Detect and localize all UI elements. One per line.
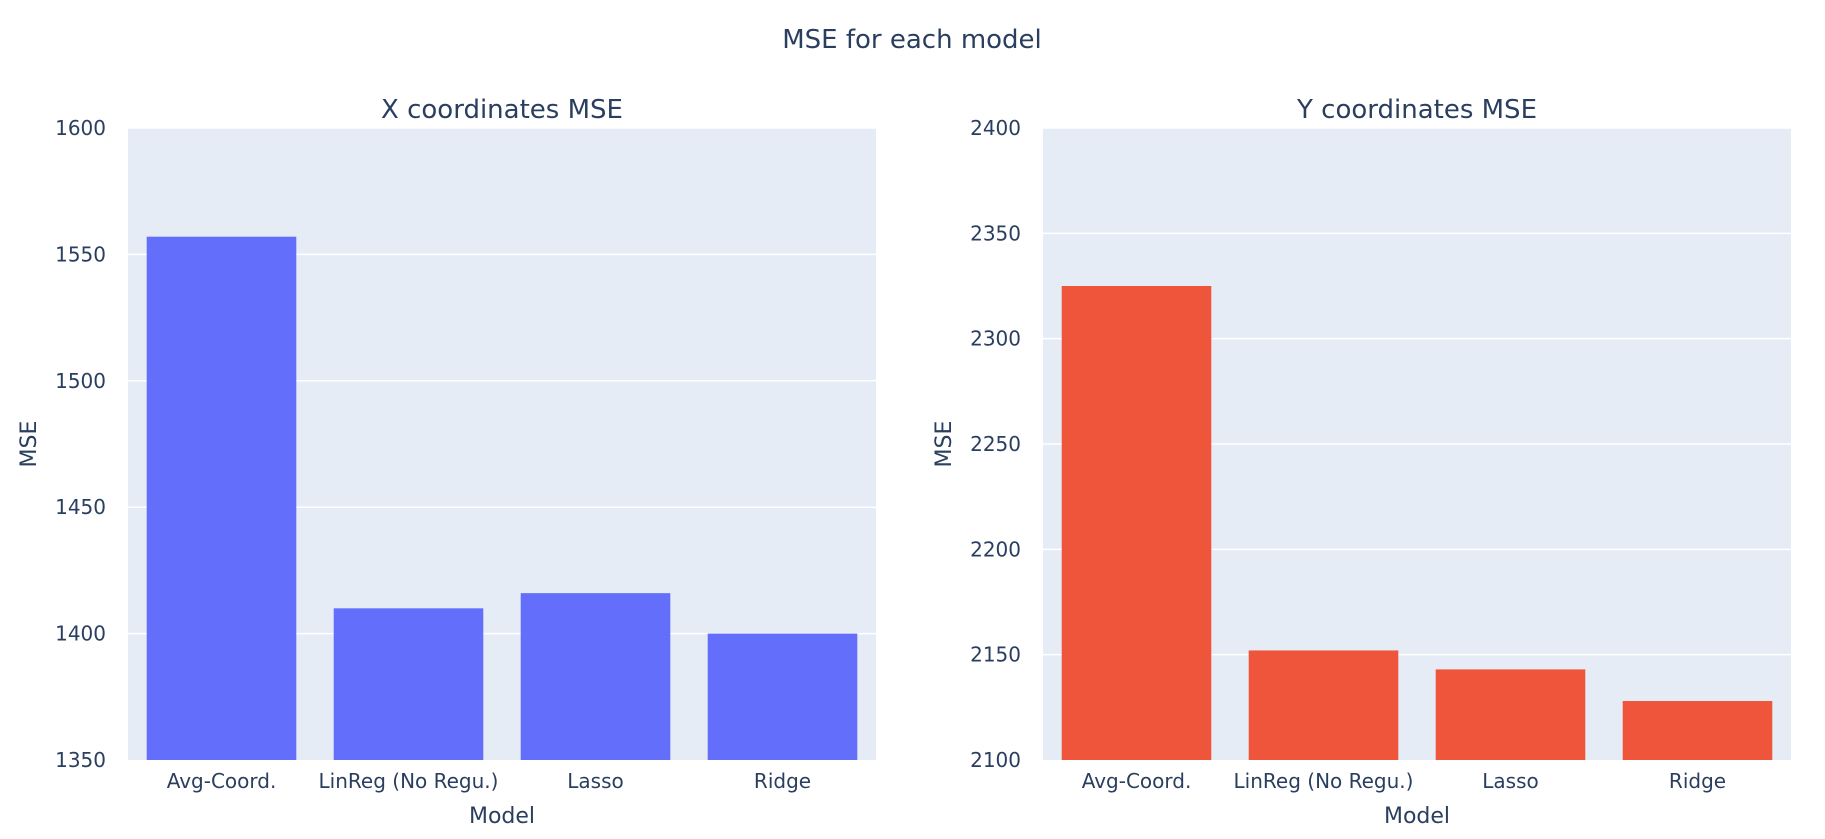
x-tick-label: Lasso	[567, 769, 623, 793]
x-tick-label: LinReg (No Regu.)	[1234, 769, 1414, 793]
subplot-title: Y coordinates MSE	[1296, 95, 1537, 125]
x-axis-label: Model	[1384, 804, 1450, 829]
y-tick-label: 2400	[970, 116, 1021, 140]
y-tick-label: 2350	[970, 221, 1021, 245]
x-tick-label: Avg-Coord.	[167, 769, 277, 793]
y-tick-label: 2100	[970, 748, 1021, 772]
x-tick-label: LinReg (No Regu.)	[319, 769, 499, 793]
y-tick-label: 1350	[55, 748, 106, 772]
y-axis-label: MSE	[17, 421, 42, 468]
x-tick-label: Ridge	[1669, 769, 1726, 793]
figure-title: MSE for each model	[782, 25, 1042, 55]
y-axis-label: MSE	[932, 421, 957, 468]
x-tick-label: Lasso	[1482, 769, 1538, 793]
bar-lasso	[1435, 669, 1586, 760]
bar-lasso	[520, 593, 671, 760]
x-tick-label: Avg-Coord.	[1082, 769, 1192, 793]
bar-linreg-no-regu	[1248, 650, 1399, 760]
x-tick-label: Ridge	[754, 769, 811, 793]
y-tick-label: 1400	[55, 622, 106, 646]
y-tick-label: 1550	[55, 242, 106, 266]
subplot-y: 2100 2150 2200 2250 2300 2350 2400 Avg-Coord. Li…	[932, 95, 1791, 829]
y-tick-label: 1500	[55, 369, 106, 393]
x-axis-label: Model	[469, 804, 535, 829]
bar-linreg-no-regu	[333, 608, 484, 760]
y-tick-label: 2250	[970, 432, 1021, 456]
y-tick-label: 2300	[970, 327, 1021, 351]
y-tick-label: 1600	[55, 116, 106, 140]
y-tick-label: 2200	[970, 537, 1021, 561]
bar-avg-coord	[1061, 286, 1212, 760]
y-tick-label: 2150	[970, 643, 1021, 667]
subplot-x: 1350 1400 1450 1500 1550 1600 Avg-Coord. LinReg…	[17, 95, 876, 829]
y-tick-label: 1450	[55, 495, 106, 519]
bar-ridge	[1622, 701, 1773, 760]
bar-avg-coord	[146, 236, 297, 761]
subplot-title: X coordinates MSE	[381, 95, 623, 125]
bar-ridge	[707, 633, 858, 760]
